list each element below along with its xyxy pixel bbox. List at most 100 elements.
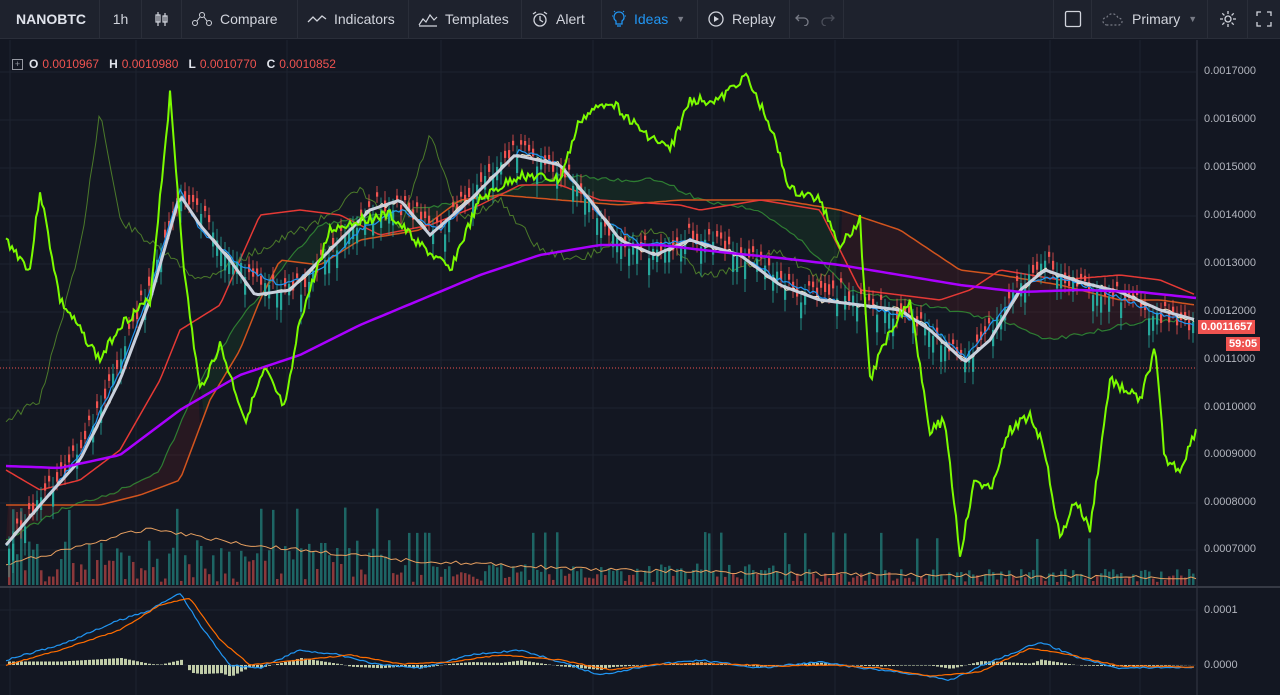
volume-bar: [868, 571, 871, 585]
candle-body: [700, 246, 703, 264]
volume-bar: [896, 578, 899, 585]
macd-hist-bar: [84, 660, 87, 665]
candle-body: [960, 349, 963, 356]
replay-icon: [707, 10, 725, 28]
macd-hist-bar: [724, 664, 727, 665]
candle-body: [396, 195, 399, 201]
compare-button[interactable]: Compare: [182, 0, 298, 39]
candle-body: [508, 150, 511, 159]
volume-bar: [616, 570, 619, 585]
volume-bar: [732, 573, 735, 585]
volume-bar: [380, 554, 383, 585]
candle-body: [988, 317, 991, 324]
interval-button[interactable]: 1h: [100, 0, 142, 39]
symbol-search-button[interactable]: NANOBTC: [0, 0, 100, 39]
macd-hist-bar: [720, 664, 723, 665]
macd-hist-bar: [268, 665, 271, 666]
price-chart[interactable]: [0, 40, 1280, 695]
indicators-button[interactable]: Indicators: [298, 0, 409, 39]
candle-body: [104, 388, 107, 399]
candle-body: [1152, 316, 1155, 331]
candle-body: [372, 217, 375, 236]
candle-body: [748, 248, 751, 258]
candle-body: [312, 270, 315, 282]
macd-hist-bar: [876, 665, 879, 667]
volume-bar: [312, 551, 315, 585]
candle-body: [448, 220, 451, 233]
volume-bar: [908, 577, 911, 585]
candle-body: [724, 240, 727, 252]
volume-bar: [984, 574, 987, 585]
volume-bar: [640, 581, 643, 585]
candle-body: [932, 335, 935, 353]
macd-hist-bar: [1004, 662, 1007, 665]
candle-body: [904, 306, 907, 315]
chart-style-button[interactable]: [142, 0, 182, 39]
candle-body: [896, 308, 899, 320]
macd-hist-bar: [240, 665, 243, 672]
volume-bar: [588, 577, 591, 585]
candle-body: [1188, 319, 1191, 331]
volume-bar: [860, 573, 863, 585]
volume-bar: [512, 566, 515, 585]
macd-hist-bar: [908, 665, 911, 666]
candle-body: [940, 345, 943, 362]
volume-bar: [648, 566, 651, 585]
layout-save-button[interactable]: Primary ▼: [1092, 0, 1208, 39]
templates-button[interactable]: Templates: [409, 0, 522, 39]
kijun-line: [5, 184, 1195, 491]
volume-bar: [1184, 577, 1187, 585]
macd-hist-bar: [1008, 662, 1011, 665]
candle-body: [572, 185, 575, 202]
candle-body: [1176, 315, 1179, 326]
candle-body: [840, 278, 843, 283]
candle-body: [828, 284, 831, 295]
macd-hist-bar: [916, 665, 919, 666]
volume-bar: [888, 572, 891, 585]
macd-hist-bar: [488, 662, 491, 665]
maximize-button[interactable]: [1248, 0, 1280, 39]
volume-bar: [1188, 568, 1191, 585]
candle-body: [740, 247, 743, 258]
volume-bar: [912, 581, 915, 585]
candle-body: [512, 140, 515, 146]
replay-button[interactable]: Replay: [698, 0, 790, 39]
volume-bar: [220, 548, 223, 585]
templates-icon: [418, 11, 438, 27]
candle-body: [632, 242, 635, 255]
candle-body: [1040, 263, 1043, 275]
volume-bar: [100, 542, 103, 585]
volume-bar: [1136, 581, 1139, 585]
macd-hist-bar: [512, 661, 515, 665]
macd-hist-bar: [900, 665, 903, 666]
alert-button[interactable]: Alert: [522, 0, 602, 39]
ideas-button[interactable]: Ideas ▼: [602, 0, 698, 39]
candle-body: [876, 314, 879, 333]
candle-body: [408, 202, 411, 210]
candle-body: [824, 283, 827, 293]
volume-bar: [1048, 573, 1051, 585]
volume-bar: [1008, 570, 1011, 585]
undo-button[interactable]: [790, 0, 816, 39]
macd-hist-bar: [1024, 663, 1027, 665]
redo-button[interactable]: [816, 0, 844, 39]
low-value: 0.0010770: [199, 57, 257, 71]
macd-hist-bar: [480, 662, 483, 665]
candle-body: [44, 483, 47, 491]
settings-button[interactable]: [1208, 0, 1248, 39]
fullscreen-toggle-button[interactable]: [1054, 0, 1092, 39]
macd-hist-bar: [192, 665, 195, 673]
volume-bar: [992, 572, 995, 585]
low-label: L: [188, 57, 196, 71]
volume-bar: [600, 567, 603, 585]
macd-hist-bar: [352, 665, 355, 667]
volume-bar: [140, 568, 143, 585]
candle-body: [520, 140, 523, 145]
candle-body: [644, 235, 647, 240]
volume-bar: [692, 569, 695, 585]
price-tick: 0.0012000: [1204, 305, 1256, 317]
volume-bar: [128, 555, 131, 585]
volume-bar: [76, 581, 79, 585]
macd-hist-bar: [816, 662, 819, 665]
expand-legend-icon[interactable]: +: [12, 58, 23, 70]
